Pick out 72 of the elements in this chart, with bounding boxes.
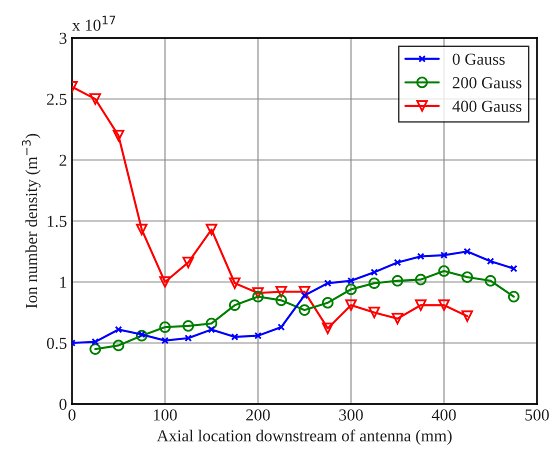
- point: [461, 310, 474, 322]
- point: [324, 280, 332, 287]
- y-tick-label: 1: [60, 276, 66, 288]
- legend-label: 0 Gauss: [452, 54, 505, 65]
- x-tick-label: 300: [339, 409, 363, 421]
- legend-label: 200 Gauss: [452, 77, 522, 88]
- point: [231, 333, 238, 341]
- point: [89, 93, 102, 105]
- point: [394, 258, 402, 266]
- x-tick-label: 0: [68, 409, 76, 421]
- point: [254, 332, 262, 340]
- point: [159, 276, 171, 288]
- point: [252, 290, 264, 302]
- point: [484, 275, 496, 287]
- point: [206, 318, 218, 330]
- point: [464, 248, 471, 256]
- point: [136, 330, 148, 342]
- point: [228, 299, 241, 311]
- point: [370, 268, 378, 276]
- point: [438, 299, 450, 311]
- x-tick-label: 500: [525, 409, 549, 421]
- point: [136, 224, 148, 236]
- legend-label: 400 Gauss: [452, 100, 522, 112]
- point: [414, 274, 427, 286]
- point: [114, 326, 122, 334]
- x-axis-title: Axial location downstream of antenna (mm): [156, 430, 452, 445]
- y-tick-label: 2.5: [47, 94, 66, 106]
- y-tick-label: 0.5: [46, 338, 66, 350]
- x-tick-label: 200: [246, 409, 270, 421]
- point: [161, 336, 169, 344]
- y-tick-label: 3: [60, 32, 66, 44]
- point: [345, 284, 357, 296]
- point: [182, 320, 194, 332]
- point: [461, 271, 474, 283]
- point: [298, 286, 310, 298]
- point: [89, 343, 102, 355]
- point: [322, 296, 334, 309]
- point: [252, 287, 264, 299]
- point: [184, 334, 192, 342]
- point: [345, 299, 357, 311]
- point: [275, 294, 288, 306]
- y-tick-label: 1.5: [48, 216, 66, 228]
- point: [368, 306, 380, 318]
- point: [275, 286, 288, 298]
- x-tick-label: 100: [154, 409, 177, 421]
- point: [368, 277, 380, 289]
- point: [182, 256, 194, 268]
- point: [92, 338, 99, 346]
- x-tick-label: 400: [432, 409, 456, 421]
- y-axis-title: Ion number density (m$^{−3}$): [22, 134, 41, 308]
- point: [208, 326, 216, 334]
- point: [112, 340, 124, 352]
- point: [417, 252, 424, 260]
- point: [438, 265, 450, 277]
- point: [486, 258, 494, 265]
- y-tick-label: 0: [59, 398, 67, 410]
- point: [508, 290, 520, 302]
- text: x 10$^{17}$: [72, 16, 116, 31]
- point: [440, 251, 448, 259]
- point: [392, 275, 404, 287]
- point: [414, 299, 427, 311]
- point: [322, 322, 334, 334]
- point: [206, 224, 218, 236]
- point: [347, 277, 355, 284]
- point: [112, 130, 124, 142]
- point: [159, 321, 171, 333]
- point: [510, 264, 518, 272]
- point: [228, 277, 241, 289]
- point: [298, 304, 310, 316]
- point: [278, 323, 285, 331]
- point: [392, 312, 404, 324]
- y-tick-label: 2: [60, 154, 66, 166]
